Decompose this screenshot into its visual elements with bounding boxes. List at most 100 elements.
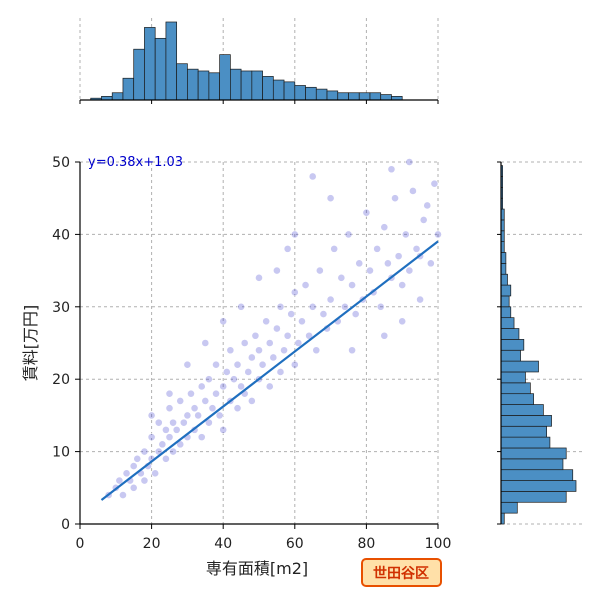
y-tick-label: 0 bbox=[61, 517, 70, 533]
right-hist-bar bbox=[500, 415, 552, 427]
data-point bbox=[380, 331, 389, 340]
data-point bbox=[283, 331, 292, 340]
data-point bbox=[380, 223, 389, 232]
right-hist-bar bbox=[500, 393, 534, 405]
top-hist-bar bbox=[294, 85, 306, 101]
data-point bbox=[219, 317, 228, 326]
data-point bbox=[419, 216, 428, 224]
data-point bbox=[162, 425, 170, 434]
data-point bbox=[255, 346, 263, 355]
data-point bbox=[197, 382, 206, 391]
data-point bbox=[383, 259, 392, 268]
data-point bbox=[312, 346, 321, 355]
data-point bbox=[222, 368, 231, 376]
x-tick-label: 80 bbox=[357, 536, 375, 552]
x-tick-label: 20 bbox=[143, 536, 161, 552]
y-tick-label: 20 bbox=[52, 372, 70, 388]
data-point bbox=[394, 252, 403, 261]
data-point bbox=[308, 302, 317, 311]
data-point bbox=[147, 411, 156, 420]
data-point bbox=[219, 425, 228, 434]
data-point bbox=[294, 339, 303, 347]
y-axis-label: 賃料[万円] bbox=[21, 305, 40, 382]
right-hist-bar bbox=[500, 317, 515, 329]
data-point bbox=[194, 411, 203, 420]
data-point bbox=[230, 375, 238, 384]
data-point bbox=[391, 194, 399, 203]
right-hist-bar bbox=[500, 273, 508, 286]
data-point bbox=[140, 447, 149, 456]
x-axis-label: 専有面積[m2] bbox=[206, 559, 308, 578]
data-point bbox=[169, 418, 177, 427]
data-point bbox=[405, 266, 414, 275]
data-point bbox=[183, 360, 192, 369]
data-point bbox=[337, 273, 346, 282]
data-point bbox=[115, 476, 124, 485]
right-hist-bar bbox=[500, 339, 525, 351]
regression-line-group bbox=[100, 240, 439, 501]
top-hist-bar bbox=[262, 76, 274, 101]
y-tick-label: 50 bbox=[52, 155, 70, 171]
data-point bbox=[298, 317, 306, 326]
top-hist-bar bbox=[111, 92, 124, 101]
data-point bbox=[162, 454, 170, 463]
data-point bbox=[187, 389, 195, 398]
data-point bbox=[190, 404, 199, 413]
data-point bbox=[255, 273, 263, 282]
data-point bbox=[348, 281, 356, 289]
top-hist-bar bbox=[122, 77, 135, 101]
data-point bbox=[212, 360, 220, 369]
data-point bbox=[201, 397, 210, 405]
data-point bbox=[204, 418, 213, 427]
data-point bbox=[204, 375, 213, 384]
data-point bbox=[133, 454, 142, 463]
data-point bbox=[122, 469, 131, 478]
data-point bbox=[244, 368, 253, 376]
data-point bbox=[376, 302, 385, 311]
top-hist-bar bbox=[208, 72, 220, 101]
top-marginal-histogram bbox=[79, 18, 439, 104]
y-tick-label: 30 bbox=[52, 300, 70, 316]
data-point bbox=[140, 476, 149, 485]
top-hist-bar bbox=[144, 27, 156, 101]
regression-line bbox=[100, 240, 439, 501]
top-hist-bar bbox=[348, 92, 360, 101]
right-hist-bar bbox=[500, 480, 577, 492]
data-point bbox=[344, 230, 353, 239]
data-point bbox=[265, 382, 274, 391]
data-point bbox=[129, 462, 138, 470]
data-point bbox=[226, 346, 235, 355]
y-tick-label: 10 bbox=[52, 445, 70, 461]
data-point bbox=[269, 353, 278, 362]
right-hist-bar bbox=[500, 284, 512, 297]
data-point bbox=[208, 404, 217, 413]
data-point bbox=[154, 418, 163, 427]
data-point bbox=[276, 302, 285, 311]
top-hist-bar bbox=[358, 92, 371, 101]
data-point bbox=[341, 302, 349, 311]
scatter-points bbox=[104, 158, 442, 499]
top-hist-bar bbox=[230, 68, 242, 101]
data-point bbox=[233, 360, 242, 369]
top-hist-bar bbox=[315, 88, 328, 101]
data-point bbox=[387, 165, 396, 174]
data-point bbox=[201, 339, 210, 347]
data-point bbox=[326, 295, 335, 304]
right-hist-bar bbox=[500, 447, 567, 460]
top-hist-bar bbox=[251, 70, 263, 101]
data-point bbox=[165, 404, 174, 413]
data-point bbox=[172, 425, 181, 434]
top-hist-bar bbox=[326, 90, 339, 101]
data-point bbox=[151, 469, 160, 478]
data-point bbox=[237, 302, 245, 311]
data-point bbox=[362, 208, 371, 217]
data-point bbox=[290, 288, 299, 297]
data-point bbox=[197, 433, 206, 442]
data-point bbox=[176, 397, 185, 405]
regression-equation: y=0.38x+1.03 bbox=[88, 155, 183, 170]
data-point bbox=[409, 187, 417, 195]
top-hist-bar bbox=[369, 92, 382, 101]
data-point bbox=[290, 360, 299, 369]
data-point bbox=[308, 172, 317, 181]
data-point bbox=[233, 404, 242, 413]
